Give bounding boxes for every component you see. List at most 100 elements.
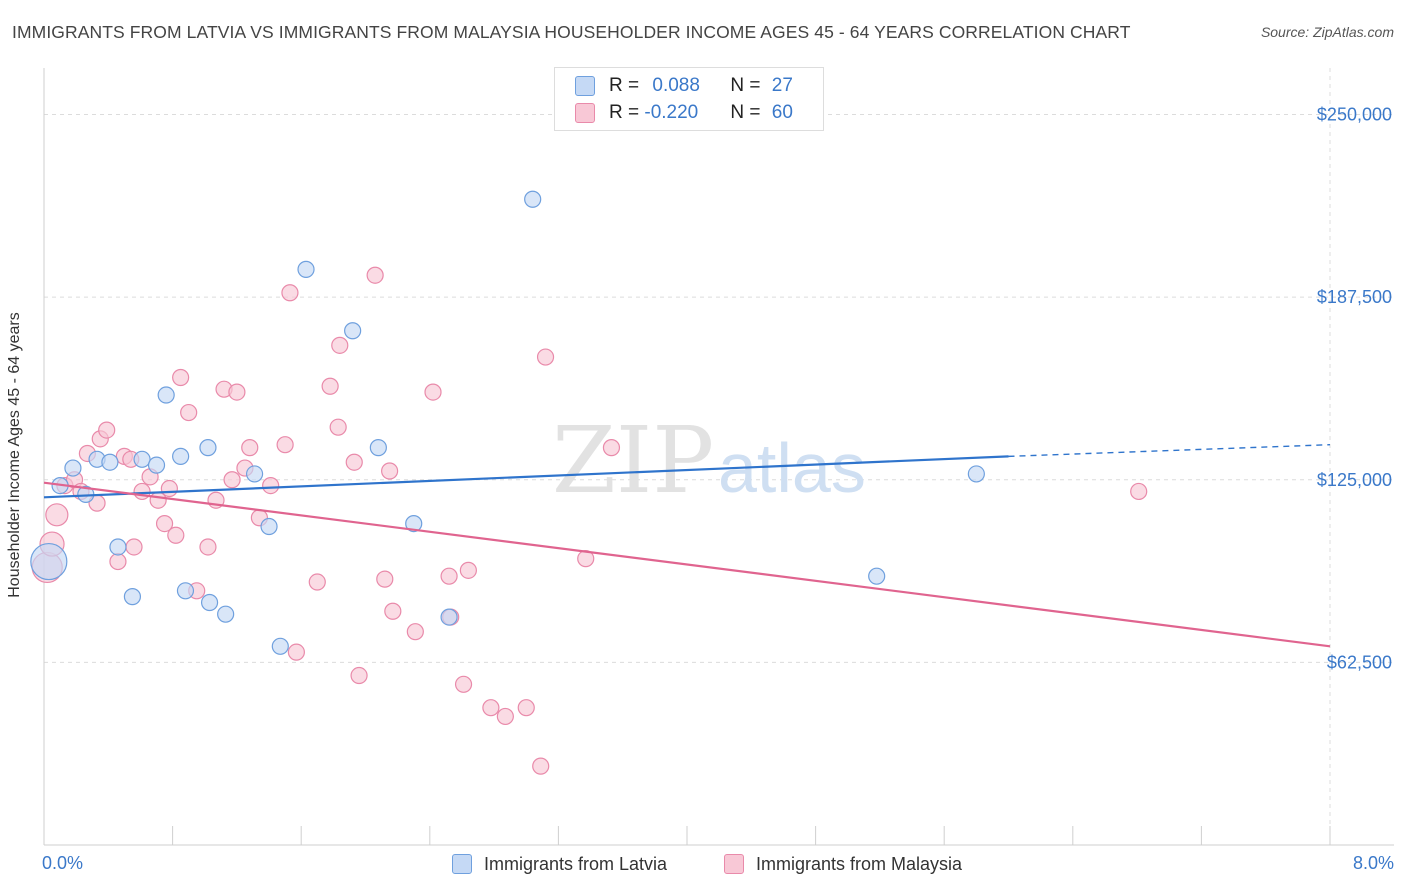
- latvia-point: [147, 456, 166, 474]
- y-tick-label: $62,500: [1327, 652, 1392, 672]
- malaysia-point: [440, 567, 458, 585]
- malaysia-point: [532, 757, 550, 775]
- latvia-point: [133, 450, 151, 468]
- source-label: Source: ZipAtlas.com: [1260, 24, 1394, 40]
- malaysia-r-value: -0.220: [644, 102, 699, 123]
- malaysia-point: [345, 453, 363, 471]
- latvia-point: [440, 608, 458, 626]
- latvia-point: [199, 439, 217, 457]
- malaysia-point: [109, 552, 127, 571]
- malaysia-point: [536, 348, 555, 366]
- data-points: [30, 190, 1148, 775]
- malaysia-point: [517, 699, 535, 717]
- latvia-point: [260, 517, 278, 536]
- malaysia-point: [496, 707, 514, 726]
- malaysia-point: [381, 462, 399, 480]
- malaysia-n-label: N =: [730, 102, 766, 123]
- legend-malaysia-label: Immigrants from Malaysia: [756, 853, 963, 874]
- malaysia-point: [350, 666, 368, 685]
- malaysia-point: [45, 503, 69, 527]
- malaysia-point: [331, 336, 349, 354]
- malaysia-point: [262, 477, 280, 495]
- malaysia-n-value: 60: [771, 102, 793, 123]
- latvia-point: [967, 465, 985, 483]
- malaysia-point: [1130, 482, 1148, 501]
- y-axis-label: Householder Income Ages 45 - 64 years: [6, 312, 23, 598]
- latvia-point: [297, 260, 315, 278]
- latvia-point: [176, 582, 195, 600]
- malaysia-point: [276, 436, 294, 454]
- malaysia-point: [366, 266, 384, 284]
- malaysia-point: [167, 526, 185, 544]
- latvia-point: [271, 637, 289, 655]
- watermark-zip: ZIP: [552, 407, 714, 514]
- malaysia-point: [454, 675, 473, 693]
- malaysia-point: [281, 284, 299, 302]
- latvia-trend-extension: [1008, 443, 1331, 458]
- malaysia-point: [308, 573, 326, 591]
- latvia-point: [524, 190, 542, 208]
- latvia-n-label: N =: [730, 75, 766, 96]
- malaysia-point: [241, 439, 259, 457]
- latvia-point: [369, 439, 387, 457]
- latvia-r-value: 0.088: [652, 75, 700, 96]
- y-tick-label: $250,000: [1317, 105, 1392, 125]
- latvia-point: [101, 453, 119, 471]
- latvia-point: [868, 567, 886, 585]
- malaysia-point: [155, 514, 174, 533]
- y-tick-label: $187,500: [1317, 287, 1392, 307]
- latvia-point: [245, 465, 264, 483]
- watermark: ZIP atlas: [552, 407, 866, 514]
- malaysia-point: [199, 538, 217, 556]
- malaysia-point: [406, 623, 424, 641]
- malaysia-swatch: [575, 103, 595, 123]
- latvia-point: [64, 459, 82, 477]
- malaysia-r-label: R =: [609, 102, 645, 123]
- legend-item-latvia: Immigrants from Latvia: [452, 852, 667, 876]
- latvia-point: [172, 447, 190, 465]
- latvia-point: [344, 322, 362, 340]
- latvia-point: [217, 605, 235, 623]
- axes: [43, 68, 1394, 846]
- trend-lines: [43, 443, 1331, 648]
- legend-row-latvia: R = 0.088 N = 27: [575, 74, 793, 98]
- malaysia-point: [424, 383, 442, 401]
- legend-latvia-swatch: [452, 854, 472, 874]
- malaysia-point: [172, 368, 190, 387]
- legend-latvia-label: Immigrants from Latvia: [484, 853, 668, 874]
- malaysia-point: [376, 570, 394, 588]
- latvia-n-value: 27: [771, 75, 793, 96]
- malaysia-point: [329, 418, 347, 436]
- malaysia-point: [459, 561, 477, 579]
- chart-title: IMMIGRANTS FROM LATVIA VS IMMIGRANTS FRO…: [12, 22, 1131, 42]
- latvia-point: [109, 538, 127, 556]
- malaysia-point: [133, 482, 151, 501]
- latvia-trend-line: [43, 455, 1009, 499]
- malaysia-point: [287, 643, 305, 661]
- x-tick-label: 8.0%: [1353, 853, 1394, 873]
- malaysia-point: [98, 421, 116, 439]
- latvia-point: [30, 542, 68, 581]
- latvia-point: [157, 386, 175, 404]
- latvia-point: [200, 593, 219, 612]
- tick-labels: $62,500 $125,000 $187,500 $250,000 0.0% 8.0%: [42, 105, 1394, 873]
- malaysia-point: [228, 383, 246, 401]
- legend-row-malaysia: R = -0.220 N = 60: [575, 101, 793, 125]
- malaysia-trend-line: [43, 481, 1331, 648]
- correlation-legend: R = 0.088 N = 27 R = -0.220 N = 60: [554, 67, 824, 131]
- malaysia-point: [160, 479, 178, 498]
- y-tick-label: $125,000: [1317, 470, 1392, 490]
- malaysia-point: [180, 403, 198, 422]
- malaysia-point: [384, 602, 402, 620]
- legend-item-malaysia: Immigrants from Malaysia: [724, 852, 962, 876]
- latvia-swatch: [575, 76, 595, 96]
- legend-malaysia-swatch: [724, 854, 744, 874]
- latvia-r-label: R =: [609, 75, 645, 96]
- malaysia-point: [223, 471, 241, 489]
- malaysia-point: [482, 699, 500, 717]
- latvia-point: [123, 588, 142, 606]
- malaysia-point: [321, 377, 339, 395]
- latvia-point: [405, 514, 423, 533]
- malaysia-point: [125, 538, 143, 556]
